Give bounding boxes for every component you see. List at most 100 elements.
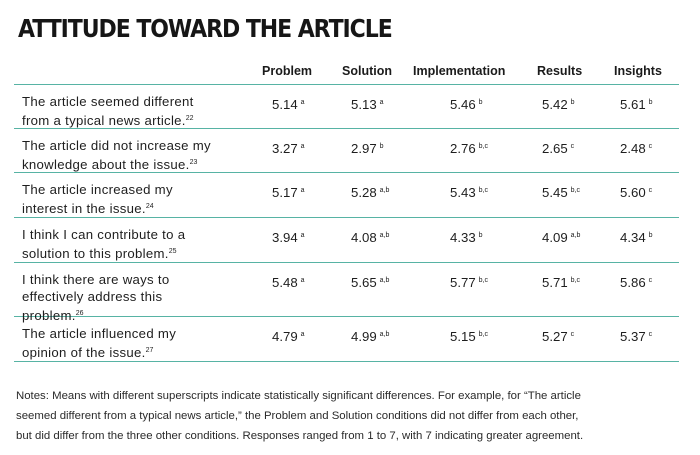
footnote-ref: 23 (189, 159, 198, 166)
mean-value: 5.17 (272, 185, 298, 200)
cell-implementation: 4.33 b (450, 227, 483, 246)
significance-superscript: c (648, 143, 653, 150)
significance-superscript: b,c (478, 331, 489, 338)
mean-value: 2.76 (450, 141, 476, 156)
significance-superscript: c (648, 277, 653, 284)
row-label-line: effectively address this (22, 289, 163, 304)
cell-implementation: 5.43 b,c (450, 182, 488, 201)
cell-problem: 4.79 a (272, 326, 305, 345)
cell-insights: 2.48 c (620, 138, 652, 157)
footnote-ref: 25 (168, 248, 177, 255)
significance-superscript: c (570, 331, 575, 338)
cell-results: 2.65 c (542, 138, 574, 157)
mean-value: 3.94 (272, 230, 298, 245)
mean-value: 5.65 (351, 275, 377, 290)
column-header-insights: Insights (614, 64, 662, 78)
footnote-ref: 26 (75, 310, 84, 317)
page-title: ATTITUDE TOWARD THE ARTICLE (18, 14, 393, 43)
significance-superscript: b,c (570, 187, 581, 194)
cell-insights: 5.61 b (620, 94, 653, 113)
cell-problem: 3.27 a (272, 138, 305, 157)
mean-value: 5.61 (620, 97, 646, 112)
significance-superscript: a (300, 187, 305, 194)
mean-value: 2.48 (620, 141, 646, 156)
cell-problem: 5.17 a (272, 182, 305, 201)
mean-value: 5.37 (620, 329, 646, 344)
row-label: I think there are ways to effectively add… (22, 271, 252, 324)
row-label: I think I can contribute to a solution to… (22, 226, 252, 262)
footnote-ref: 27 (145, 347, 154, 354)
mean-value: 5.71 (542, 275, 568, 290)
mean-value: 5.60 (620, 185, 646, 200)
row-label-line: I think I can contribute to a (22, 227, 186, 242)
mean-value: 5.13 (351, 97, 377, 112)
row-label: The article seemed different from a typic… (22, 93, 252, 129)
significance-superscript: b,c (570, 277, 581, 284)
cell-results: 5.27 c (542, 326, 574, 345)
mean-value: 2.65 (542, 141, 568, 156)
significance-superscript: b (379, 143, 384, 150)
cell-implementation: 5.15 b,c (450, 326, 488, 345)
significance-superscript: b (478, 99, 483, 106)
mean-value: 5.28 (351, 185, 377, 200)
notes-line: seemed different from a typical news art… (16, 410, 579, 422)
row-label-line: solution to this problem. (22, 246, 169, 261)
mean-value: 5.77 (450, 275, 476, 290)
mean-value: 5.27 (542, 329, 568, 344)
significance-superscript: b (648, 232, 653, 239)
cell-results: 5.71 b,c (542, 272, 580, 291)
cell-insights: 5.37 c (620, 326, 652, 345)
mean-value: 4.79 (272, 329, 298, 344)
notes-line: but did differ from the three other cond… (16, 430, 584, 442)
mean-value: 4.99 (351, 329, 377, 344)
notes-line: Notes: Means with different superscripts… (16, 390, 581, 402)
cell-solution: 5.28 a,b (351, 182, 389, 201)
significance-superscript: b (478, 232, 483, 239)
cell-problem: 5.48 a (272, 272, 305, 291)
footnote-ref: 22 (185, 115, 194, 122)
row-label-line: The article influenced my (22, 326, 177, 341)
cell-solution: 5.13 a (351, 94, 384, 113)
row-label-line: The article seemed different (22, 94, 194, 109)
cell-problem: 3.94 a (272, 227, 305, 246)
table-row: The article did not increase my knowledge… (14, 129, 679, 173)
cell-results: 5.45 b,c (542, 182, 580, 201)
mean-value: 5.48 (272, 275, 298, 290)
column-header-implementation: Implementation (413, 64, 506, 78)
mean-value: 5.42 (542, 97, 568, 112)
table-body: The article seemed different from a typic… (14, 84, 679, 362)
column-header-results: Results (537, 64, 583, 78)
mean-value: 4.08 (351, 230, 377, 245)
cell-solution: 2.97 b (351, 138, 384, 157)
significance-superscript: c (648, 187, 653, 194)
significance-superscript: b (648, 99, 653, 106)
significance-superscript: a (300, 331, 305, 338)
row-label-line: I think there are ways to (22, 272, 170, 287)
column-header-problem: Problem (262, 64, 313, 78)
significance-superscript: a,b (379, 232, 390, 239)
table-notes: Notes: Means with different superscripts… (16, 386, 688, 446)
cell-insights: 4.34 b (620, 227, 653, 246)
cell-insights: 5.86 c (620, 272, 652, 291)
cell-solution: 5.65 a,b (351, 272, 389, 291)
mean-value: 4.34 (620, 230, 646, 245)
significance-superscript: c (570, 143, 575, 150)
mean-value: 5.46 (450, 97, 476, 112)
significance-superscript: a (300, 232, 305, 239)
row-label-line: The article did not increase my (22, 138, 211, 153)
significance-superscript: a (300, 277, 305, 284)
row-label-line: interest in the issue. (22, 201, 146, 216)
significance-superscript: a,b (379, 187, 390, 194)
mean-value: 5.43 (450, 185, 476, 200)
significance-superscript: a (300, 99, 305, 106)
row-label: The article increased my interest in the … (22, 181, 252, 217)
table-row: I think there are ways to effectively add… (14, 263, 679, 323)
mean-value: 4.33 (450, 230, 476, 245)
cell-results: 5.42 b (542, 94, 575, 113)
cell-solution: 4.99 a,b (351, 326, 389, 345)
row-label-line: The article increased my (22, 182, 173, 197)
cell-problem: 5.14 a (272, 94, 305, 113)
cell-implementation: 5.46 b (450, 94, 483, 113)
table-row: The article seemed different from a typic… (14, 85, 679, 129)
significance-superscript: a (300, 143, 305, 150)
